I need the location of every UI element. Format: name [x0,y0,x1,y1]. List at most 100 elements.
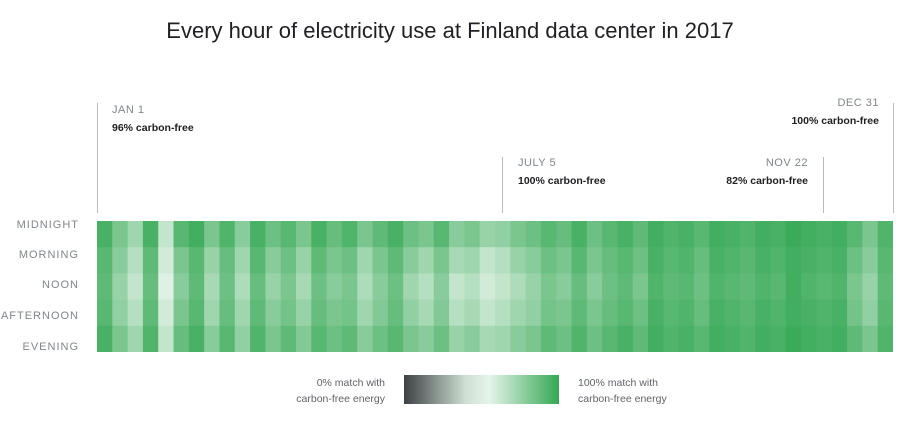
heatmap-cell [816,221,833,248]
heatmap-cell [127,247,144,274]
heatmap-cell [280,325,297,352]
heatmap-cell [801,325,817,352]
heatmap-cell [479,221,496,248]
heatmap-cell [127,325,144,352]
heatmap-cell [816,299,833,327]
heatmap-cell [341,247,358,274]
heatmap-cell [586,299,603,327]
heatmap-cell [387,247,404,274]
heatmap-cell [387,273,404,301]
heatmap-cell [602,273,618,301]
heatmap-cell [617,273,634,301]
heatmap-cell [265,273,282,301]
heatmap-cell [173,247,190,274]
heatmap-cell [403,247,419,274]
heatmap-cell [265,221,282,248]
heatmap-cell [250,273,266,301]
heatmap-cell [755,247,772,274]
heatmap-cell [326,247,343,274]
heatmap-cell [831,325,848,352]
annotation-label: 82% carbon-free [726,175,808,187]
heatmap-cell [678,247,695,274]
heatmap-cell [97,325,113,352]
heatmap-cell [724,221,741,248]
heatmap-cell [357,247,374,274]
heatmap-cell [372,325,389,352]
y-label-noon: NOON [42,279,79,291]
heatmap-cell [847,221,863,248]
heatmap-cell [158,325,175,352]
heatmap-cell [694,299,710,327]
heatmap-cell [510,247,527,274]
heatmap-cell [510,221,527,248]
heatmap-cell [372,247,389,274]
heatmap-cell [311,221,328,248]
heatmap-cell [127,273,144,301]
heatmap-cell [341,273,358,301]
heatmap-cell [847,247,863,274]
heatmap-cell [296,273,312,301]
heatmap-cell [234,273,251,301]
heatmap-cell [112,325,129,352]
heatmap-cell [250,221,266,248]
heatmap-cell [234,221,251,248]
heatmap-cell [188,247,205,274]
heatmap-cell [188,299,205,327]
heatmap-cell [739,325,756,352]
heatmap-cell [250,247,266,274]
heatmap-cell [372,273,389,301]
heatmap-cell [770,325,787,352]
heatmap-cell [433,273,450,301]
heatmap-cell [877,325,893,352]
heatmap-cell [341,221,358,248]
heatmap-cell [464,247,481,274]
heatmap-cell [571,247,588,274]
heatmap-cell [341,325,358,352]
heatmap-cell [801,273,817,301]
heatmap-cell [617,299,634,327]
heatmap-cell [280,273,297,301]
y-label-evening: EVENING [22,341,79,353]
heatmap-cell [173,325,190,352]
heatmap-cell [219,325,236,352]
heatmap-cell [663,247,680,274]
heatmap-cell [341,299,358,327]
heatmap-cell [586,273,603,301]
heatmap-cell [188,325,205,352]
heatmap-cell [449,221,465,248]
heatmap-cell [357,221,374,248]
y-label-afternoon: AFTERNOON [0,310,79,322]
heatmap-cell [449,299,465,327]
heatmap-cell [97,247,113,274]
heatmap-cell [219,273,236,301]
heatmap-cell [831,247,848,274]
heatmap-cell [663,299,680,327]
heatmap-cell [540,325,557,352]
heatmap-cell [739,247,756,274]
heatmap-cell [326,273,343,301]
heatmap-cell [694,273,710,301]
heatmap-cell [357,273,374,301]
heatmap-cell [142,273,159,301]
heatmap-cell [556,325,573,352]
legend-high-label: 100% match with carbon-free energy [578,375,667,407]
heatmap-cell [709,273,726,301]
heatmap-cell [709,221,726,248]
heatmap-cell [173,221,190,248]
heatmap-cell [831,299,848,327]
heatmap-cell [418,273,435,301]
heatmap-cell [250,299,266,327]
heatmap-cell [877,221,893,248]
heatmap-cell [540,221,557,248]
heatmap-cell [678,273,695,301]
heatmap-cell [280,221,297,248]
heatmap-cell [97,221,113,248]
heatmap-cell [648,221,664,248]
heatmap-cell [571,221,588,248]
heatmap-cell [694,221,710,248]
heatmap-cell [632,325,649,352]
legend-color-scale [404,375,559,404]
legend-low-line2: carbon-free energy [296,393,385,405]
heatmap-cell [785,221,802,248]
heatmap-cell [479,273,496,301]
